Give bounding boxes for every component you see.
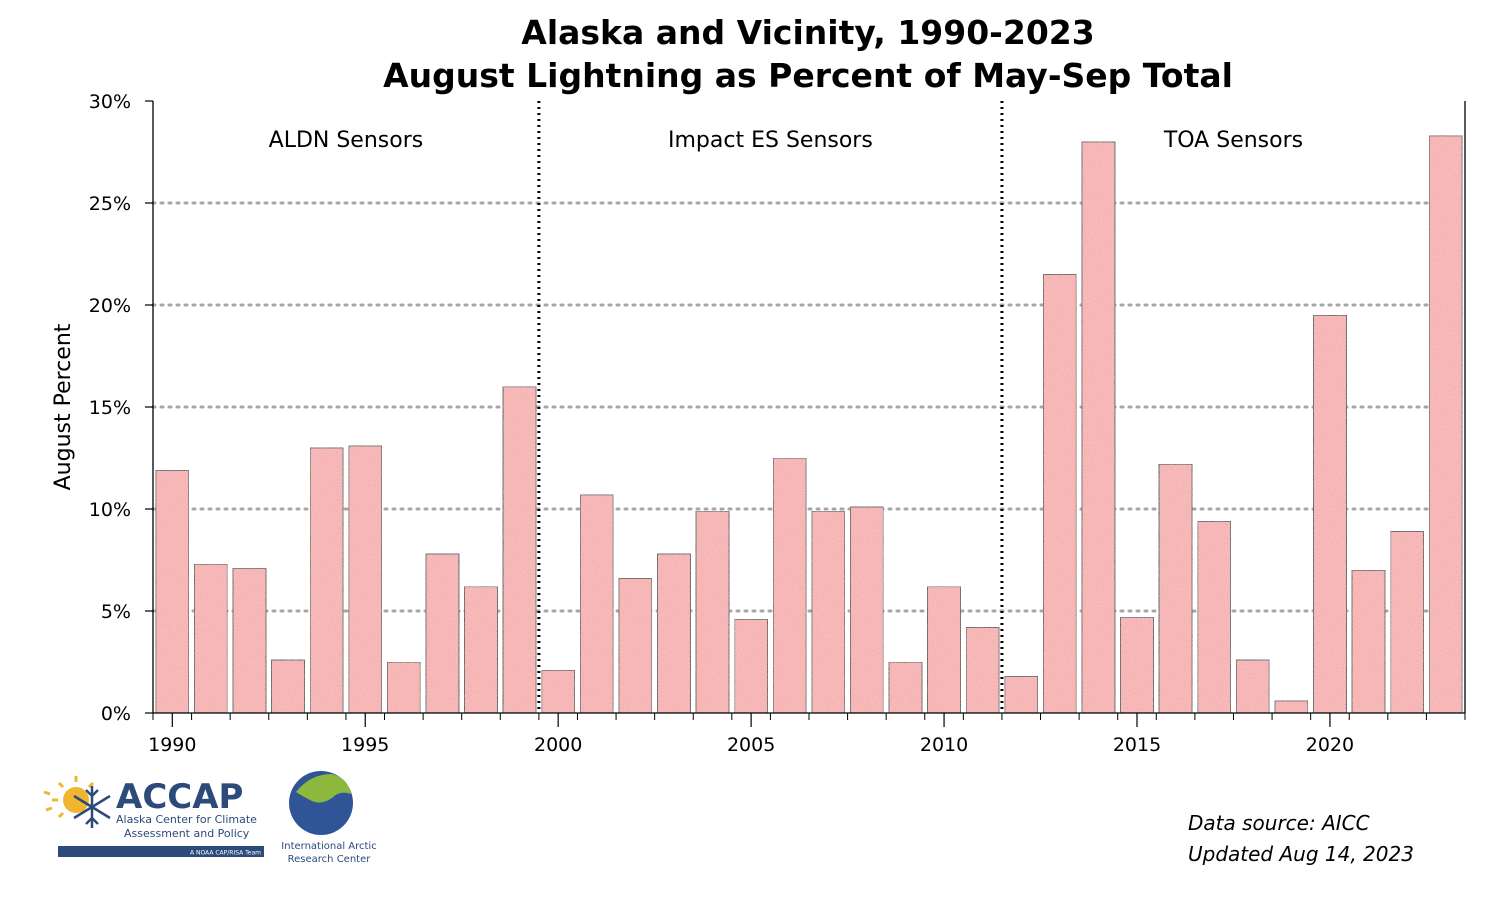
axes xyxy=(145,100,1466,727)
bar-2013 xyxy=(1042,273,1077,714)
region-label: Impact ES Sensors xyxy=(668,128,873,153)
bar-2010 xyxy=(926,585,962,714)
bar-1994 xyxy=(309,447,344,714)
iarc-line-2: Research Center xyxy=(288,854,372,865)
accap-banner xyxy=(58,846,264,857)
bar-2017 xyxy=(1197,520,1232,714)
x-tick-label: 2000 xyxy=(534,734,582,756)
logos: ACCAP Alaska Center for Climate Assessme… xyxy=(40,770,380,870)
y-tick-label: 0% xyxy=(101,703,131,725)
y-tick-label: 20% xyxy=(89,295,131,317)
y-tick-label: 10% xyxy=(89,499,131,521)
sensor-dividers xyxy=(537,101,1004,713)
x-tick-label: 2020 xyxy=(1306,734,1354,756)
x-tick-label: 2015 xyxy=(1113,734,1161,756)
bar-2012 xyxy=(1004,675,1039,714)
sun-icon xyxy=(63,787,89,813)
bars xyxy=(155,135,1463,714)
accap-name: ACCAP xyxy=(116,777,243,817)
bar-2000 xyxy=(541,669,576,714)
bar-1997 xyxy=(425,553,460,714)
bar-1991 xyxy=(193,563,229,714)
region-label: TOA Sensors xyxy=(1163,128,1303,153)
y-axis-label: August Percent xyxy=(51,323,76,490)
region-label: ALDN Sensors xyxy=(269,128,424,153)
chart-title: Alaska and Vicinity, 1990-2023 xyxy=(521,13,1094,52)
bar-1996 xyxy=(386,661,421,714)
bar-2020 xyxy=(1312,314,1348,714)
bar-2005 xyxy=(733,618,769,714)
y-tick-label: 30% xyxy=(89,91,131,113)
accap-tag: A NOAA CAP/RISA Team xyxy=(190,850,261,857)
y-tick-labels: 0% 5% 10% 15% 20% 25% 30% xyxy=(89,91,131,725)
bar-2001 xyxy=(579,494,614,714)
bar-2003 xyxy=(656,553,692,714)
bar-2011 xyxy=(965,626,1000,714)
sun-rays-icon xyxy=(43,776,95,819)
bar-1995 xyxy=(348,445,383,714)
bar-2015 xyxy=(1119,616,1155,714)
bar-2014 xyxy=(1081,141,1116,714)
bar-2019 xyxy=(1274,700,1309,714)
chart-subtitle: August Lightning as Percent of May-Sep T… xyxy=(383,56,1233,95)
bar-2018 xyxy=(1235,659,1270,714)
sensor-region-labels: ALDN Sensors Impact ES Sensors TOA Sensors xyxy=(269,128,1303,153)
x-tick-label: 2005 xyxy=(727,734,775,756)
accap-line-1: Alaska Center for Climate xyxy=(116,813,257,826)
bar-2002 xyxy=(618,577,653,714)
update-date: Updated Aug 14, 2023 xyxy=(1188,842,1414,866)
snowflake-icon xyxy=(73,786,111,828)
globe-land-icon xyxy=(296,774,351,803)
bar-2009 xyxy=(888,661,923,714)
data-source: Data source: AICC xyxy=(1188,811,1370,835)
bar-1993 xyxy=(270,659,306,714)
iarc-line-1: International Arctic xyxy=(281,841,376,852)
accap-line-2: Assessment and Policy xyxy=(124,827,250,840)
x-tick-label: 2010 xyxy=(920,734,968,756)
data-credit: Data source: AICC Updated Aug 14, 2023 xyxy=(1188,808,1414,870)
bar-1999 xyxy=(502,386,537,714)
y-tick-label: 5% xyxy=(101,601,131,623)
accap-logo: ACCAP Alaska Center for Climate Assessme… xyxy=(43,771,377,865)
bar-1992 xyxy=(232,567,267,714)
bar-2022 xyxy=(1389,530,1425,714)
bar-2016 xyxy=(1158,463,1193,714)
x-tick-label: 1995 xyxy=(341,734,389,756)
bar-2006 xyxy=(772,457,807,714)
bar-2023 xyxy=(1428,135,1463,714)
bar-1998 xyxy=(463,585,499,714)
bar-1990 xyxy=(155,469,190,714)
bar-2007 xyxy=(811,510,846,714)
y-tick-label: 25% xyxy=(89,193,131,215)
y-tick-label: 15% xyxy=(89,397,131,419)
x-tick-labels: 1990 1995 2000 2005 2010 2015 2020 xyxy=(148,734,1354,756)
bar-2008 xyxy=(849,506,885,714)
bar-2021 xyxy=(1351,569,1386,714)
x-tick-label: 1990 xyxy=(148,734,196,756)
bar-2004 xyxy=(695,510,730,714)
